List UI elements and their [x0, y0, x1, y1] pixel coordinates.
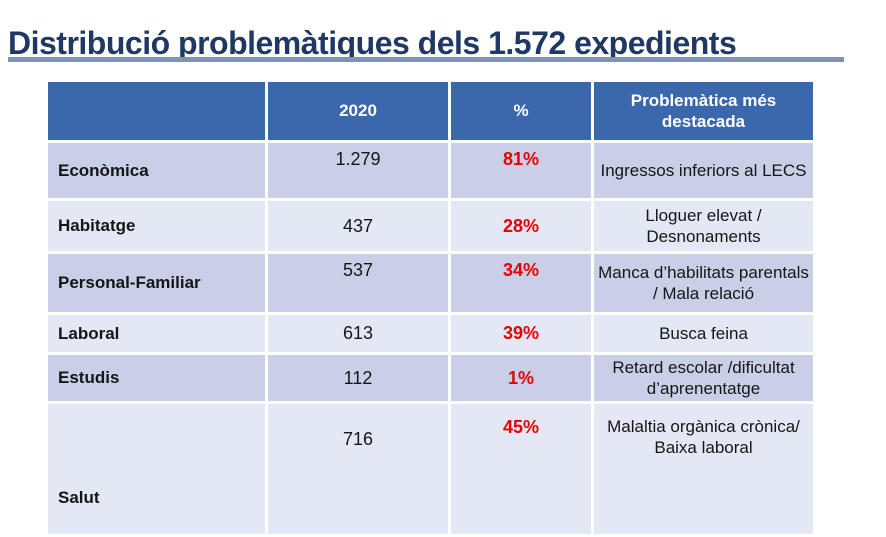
value-2020-cell: 613	[268, 315, 448, 352]
value-2020-cell: 537	[268, 254, 448, 312]
table-row: Econòmica 1.279 81% Ingressos inferiors …	[48, 143, 813, 198]
issue-cell: Malaltia orgànica crònica/ Baixa laboral	[594, 404, 813, 534]
title-underline-rule	[8, 57, 844, 62]
issue-cell: Busca feina	[594, 315, 813, 352]
percent-cell: 81%	[451, 143, 591, 198]
issue-cell: Lloguer elevat / Desnonaments	[594, 201, 813, 251]
table-row: Laboral 613 39% Busca feina	[48, 315, 813, 352]
percent-cell: 39%	[451, 315, 591, 352]
table-header-row: 2020 % Problemàtica més destacada	[48, 82, 813, 140]
header-2020: 2020	[268, 82, 448, 140]
percent-cell: 45%	[451, 404, 591, 534]
value-2020-cell: 1.279	[268, 143, 448, 198]
percent-cell: 28%	[451, 201, 591, 251]
category-cell: Habitatge	[48, 201, 265, 251]
category-cell: Estudis	[48, 355, 265, 401]
table-row: Estudis 112 1% Retard escolar /dificulta…	[48, 355, 813, 401]
value-2020-cell: 437	[268, 201, 448, 251]
header-issue: Problemàtica més destacada	[594, 82, 813, 140]
issue-cell: Manca d’habilitats parentals / Mala rela…	[594, 254, 813, 312]
value-2020-cell: 716	[268, 404, 448, 534]
category-cell: Laboral	[48, 315, 265, 352]
issue-cell: Retard escolar /dificultat d’aprenentatg…	[594, 355, 813, 401]
category-cell: Personal-Familiar	[48, 254, 265, 312]
table-row: Salut 716 45% Malaltia orgànica crònica/…	[48, 404, 813, 534]
problems-table: 2020 % Problemàtica més destacada Econòm…	[45, 79, 816, 537]
category-cell: Salut	[48, 404, 265, 534]
issue-cell: Ingressos inferiors al LECS	[594, 143, 813, 198]
header-percent: %	[451, 82, 591, 140]
percent-cell: 1%	[451, 355, 591, 401]
page-title: Distribució problemàtiques dels 1.572 ex…	[8, 25, 737, 62]
table-row: Habitatge 437 28% Lloguer elevat / Desno…	[48, 201, 813, 251]
category-cell: Econòmica	[48, 143, 265, 198]
header-category	[48, 82, 265, 140]
table-row: Personal-Familiar 537 34% Manca d’habili…	[48, 254, 813, 312]
percent-cell: 34%	[451, 254, 591, 312]
value-2020-cell: 112	[268, 355, 448, 401]
